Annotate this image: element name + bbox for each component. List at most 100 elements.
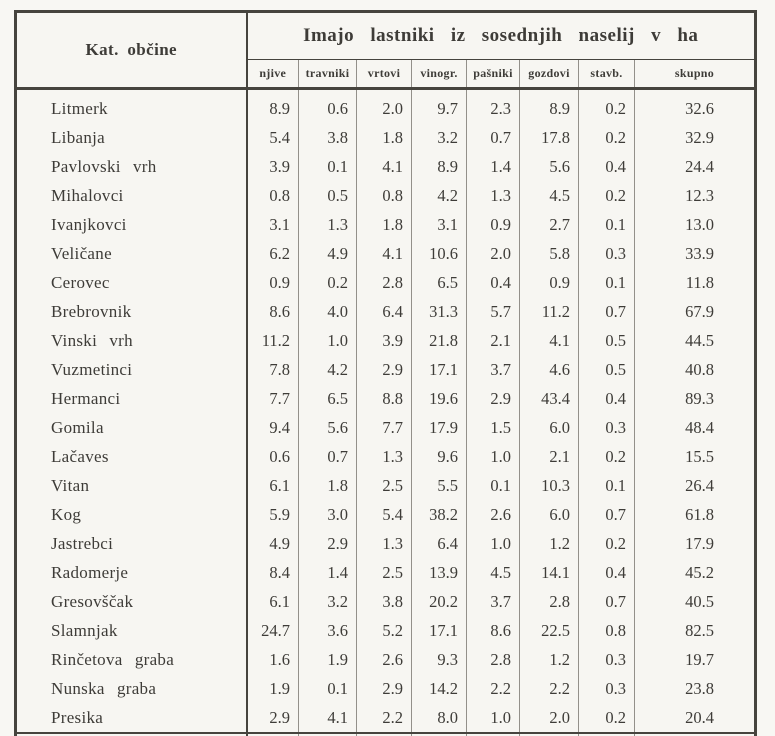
cell-vinogr: 6.4: [411, 529, 467, 558]
cell-skupno: 23.8: [685, 678, 714, 698]
subcolumn-header-stavb: stavb.: [578, 59, 635, 90]
cell-vinogr: 9.7: [411, 88, 467, 123]
table-row: Presika 2.9 4.1 2.2 8.0 1.0 2.0 0.2 20.4: [15, 703, 756, 733]
cell-vrtovi: 2.2: [356, 703, 412, 733]
cell-stavb: 0.8: [578, 616, 635, 645]
cell-stavb: 0.2: [578, 181, 635, 210]
cell-pa-niki: 2.0: [466, 239, 520, 268]
cell-gozdovi: 2.7: [519, 210, 579, 239]
total-row: Skupno137.055.476.8296.352.4179.97.8805.…: [15, 732, 756, 736]
cell-vinogr: 6.5: [411, 268, 467, 297]
cell-njive: 7.7: [246, 384, 299, 413]
cell-vrtovi: 2.6: [356, 645, 412, 674]
table-row: Litmerk 8.9 0.6 2.0 9.7 2.3 8.9 0.2 32.6: [15, 88, 756, 123]
cell-gozdovi: 2.1: [519, 442, 579, 471]
cell-stavb: 0.3: [578, 674, 635, 703]
row-name: Lačaves: [15, 442, 248, 471]
cell-travniki: 4.9: [298, 239, 357, 268]
cell-vinogr: 20.2: [411, 587, 467, 616]
cell-stavb: 0.2: [578, 123, 635, 152]
cell-stavb: 0.5: [578, 355, 635, 384]
cell-skupno: 17.9: [685, 533, 714, 553]
cell-vrtovi: 3.8: [356, 587, 412, 616]
cell-stavb: 0.3: [578, 239, 635, 268]
header-row-main: Kat. občine Imajo lastniki iz sosednjih …: [15, 11, 756, 90]
row-name: Kog: [15, 500, 248, 529]
cell-pa-niki: 0.9: [466, 210, 520, 239]
table-row: Ivanjkovci 3.1 1.3 1.8 3.1 0.9 2.7 0.1 13.0: [15, 210, 756, 239]
row-name: Pavlovski vrh: [15, 152, 248, 181]
cell-njive: 9.4: [246, 413, 299, 442]
cell-vinogr: 31.3: [411, 297, 467, 326]
cell-pa-niki: 2.8: [466, 645, 520, 674]
cell-vinogr: 5.5: [411, 471, 467, 500]
cell-pa-niki: 1.0: [466, 529, 520, 558]
cell-vrtovi: 2.9: [356, 355, 412, 384]
cell-gozdovi: 10.3: [519, 471, 579, 500]
cell-stavb: 0.2: [578, 88, 635, 123]
cell-vinogr: 3.1: [411, 210, 467, 239]
row-name: Gomila: [15, 413, 248, 442]
cell-gozdovi: 4.5: [519, 181, 579, 210]
cell-pa-niki: 4.5: [466, 558, 520, 587]
cell-travniki: 5.6: [298, 413, 357, 442]
cell-stavb: 0.7: [578, 500, 635, 529]
cell-vrtovi: 6.4: [356, 297, 412, 326]
cell-gozdovi: 6.0: [519, 500, 579, 529]
cell-travniki: 0.7: [298, 442, 357, 471]
cell-vrtovi: 1.8: [356, 210, 412, 239]
cell-vrtovi: 1.3: [356, 442, 412, 471]
cell-travniki: 0.5: [298, 181, 357, 210]
cell-travniki: 2.9: [298, 529, 357, 558]
cell-stavb: 0.4: [578, 152, 635, 181]
cell-pa-niki: 0.1: [466, 471, 520, 500]
cell-pa-niki: 3.7: [466, 587, 520, 616]
subcolumn-header-vinogr: vinogr.: [411, 59, 467, 90]
row-name: Litmerk: [15, 88, 248, 123]
land-ownership-table: Kat. občine Imajo lastniki iz sosednjih …: [14, 10, 757, 736]
table-row: Vinski vrh 11.2 1.0 3.9 21.8 2.1 4.1 0.5 44.5: [15, 326, 756, 355]
cell-travniki: 6.5: [298, 384, 357, 413]
cell-vrtovi: 8.8: [356, 384, 412, 413]
cell-vinogr: 19.6: [411, 384, 467, 413]
cell-skupno: 89.3: [685, 388, 714, 408]
row-name: Radomerje: [15, 558, 248, 587]
cell-vrtovi: 76.8: [356, 732, 412, 736]
cell-skupno: 44.5: [685, 330, 714, 350]
cell-njive: 24.7: [246, 616, 299, 645]
cell-travniki: 0.1: [298, 674, 357, 703]
cell-pa-niki: 3.7: [466, 355, 520, 384]
cell-njive: 0.9: [246, 268, 299, 297]
cell-vrtovi: 7.7: [356, 413, 412, 442]
cell-gozdovi: 2.2: [519, 674, 579, 703]
cell-vinogr: 4.2: [411, 181, 467, 210]
cell-travniki: 0.1: [298, 152, 357, 181]
cell-travniki: 4.0: [298, 297, 357, 326]
table-row: Jastrebci 4.9 2.9 1.3 6.4 1.0 1.2 0.2 17.9: [15, 529, 756, 558]
cell-skupno: 805.6: [634, 732, 756, 736]
cell-travniki: 1.4: [298, 558, 357, 587]
cell-gozdovi: 2.0: [519, 703, 579, 733]
row-name: Vinski vrh: [15, 326, 248, 355]
cell-skupno: 40.8: [685, 359, 714, 379]
row-name: Hermanci: [15, 384, 248, 413]
cell-stavb: 0.2: [578, 442, 635, 471]
cell-gozdovi: 1.2: [519, 529, 579, 558]
cell-travniki: 4.2: [298, 355, 357, 384]
table-row: Vitan 6.1 1.8 2.5 5.5 0.1 10.3 0.1 26.4: [15, 471, 756, 500]
cell-vrtovi: 1.3: [356, 529, 412, 558]
table-body: Litmerk 8.9 0.6 2.0 9.7 2.3 8.9 0.2 32.6 Libanja 5…: [15, 88, 756, 733]
cell-stavb: 0.3: [578, 413, 635, 442]
cell-vrtovi: 5.2: [356, 616, 412, 645]
cell-travniki: 1.3: [298, 210, 357, 239]
row-name: Slamnjak: [15, 616, 248, 645]
cell-njive: 1.9: [246, 674, 299, 703]
row-name: Ivanjkovci: [15, 210, 248, 239]
cell-stavb: 7.8: [578, 732, 635, 736]
cell-travniki: 3.8: [298, 123, 357, 152]
cell-gozdovi: 8.9: [519, 88, 579, 123]
cell-stavb: 0.4: [578, 558, 635, 587]
cell-gozdovi: 4.1: [519, 326, 579, 355]
cell-vinogr: 296.3: [411, 732, 467, 736]
